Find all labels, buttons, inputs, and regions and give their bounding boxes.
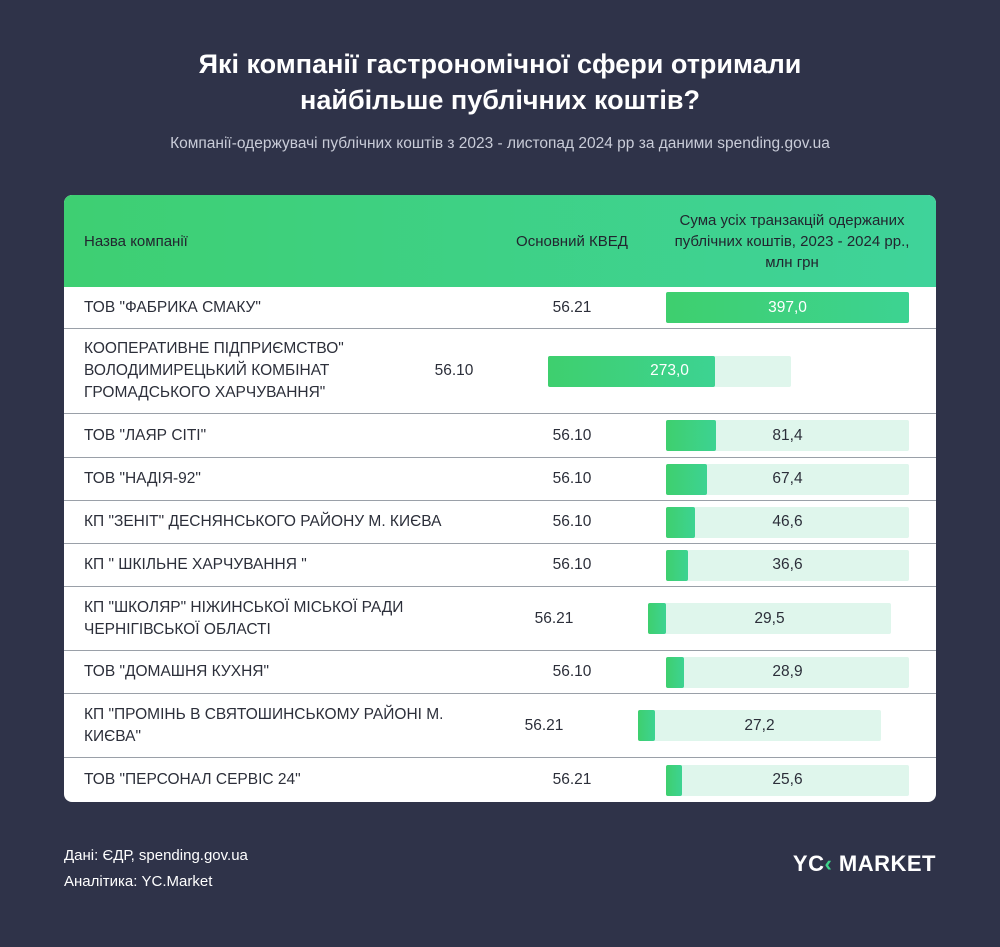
- amount-cell: 29,5: [644, 603, 918, 634]
- table-row: КП " ШКІЛЬНЕ ХАРЧУВАННЯ " 56.10 36,6: [64, 544, 936, 587]
- page-title: Які компанії гастрономічної сфери отрима…: [0, 46, 1000, 118]
- bar: [666, 292, 909, 323]
- amount-cell: 81,4: [662, 420, 936, 451]
- bar-track: 28,9: [666, 656, 909, 688]
- yc-market-logo: YC‹ MARKET: [792, 851, 936, 876]
- bar-value-label: 273,0: [650, 362, 689, 379]
- kved-code: 56.10: [434, 362, 474, 379]
- amount-cell: 27,2: [634, 710, 908, 741]
- bar-track: 81,4: [666, 420, 909, 451]
- bar-track: 29,5: [648, 603, 891, 634]
- company-name: ТОВ "ФАБРИКА СМАКУ": [84, 298, 261, 316]
- bar-value-label: 36,6: [772, 556, 803, 573]
- subtitle: Компанії-одержувачі публічних коштів з 2…: [170, 135, 830, 152]
- bar: [666, 420, 716, 451]
- bar: [666, 549, 689, 581]
- bar-track: 25,6: [666, 764, 909, 796]
- kved-code: 56.10: [552, 663, 592, 680]
- bar-track: 46,6: [666, 506, 909, 538]
- company-name: КП "ПРОМІНЬ В СВЯТОШИНСЬКОМУ РАЙОНІ М. К…: [84, 705, 444, 745]
- title-line-1: Які компанії гастрономічної сфери отрима…: [198, 49, 802, 79]
- company-name: ТОВ "ДОМАШНЯ КУХНЯ": [84, 663, 269, 680]
- table-row: ТОВ "ПЕРСОНАЛ СЕРВІС 24" 56.21 25,6: [64, 758, 936, 802]
- kved-code: 56.21: [534, 609, 574, 627]
- company-name: ТОВ "ЛАЯР СІТІ": [84, 426, 207, 444]
- amount-cell: 397,0: [662, 292, 936, 323]
- amount-cell: 25,6: [662, 764, 936, 796]
- bar-track: 273,0: [548, 355, 791, 387]
- bar-track: 36,6: [666, 549, 909, 581]
- bar-value-label: 397,0: [768, 298, 807, 316]
- header-company: Назва компанії: [84, 232, 188, 250]
- kved-code: 56.10: [552, 470, 592, 487]
- table-row: КП "ЗЕНІТ" ДЕСНЯНСЬКОГО РАЙОНУ М. КИЄВА …: [64, 501, 936, 544]
- amount-cell: 273,0: [544, 355, 818, 387]
- amount-cell: 36,6: [662, 549, 936, 581]
- amount-cell: 46,6: [662, 506, 936, 538]
- table-row: ТОВ "ДОМАШНЯ КУХНЯ" 56.10 28,9: [64, 651, 936, 694]
- kved-code: 56.10: [552, 426, 592, 444]
- kved-code: 56.10: [552, 513, 592, 530]
- kved-code: 56.21: [524, 716, 564, 734]
- company-name: КП "ЗЕНІТ" ДЕСНЯНСЬКОГО РАЙОНУ М. КИЄВА: [84, 513, 442, 530]
- bar-track: 67,4: [666, 463, 909, 495]
- bar-track: 397,0: [666, 292, 909, 323]
- table-row: ТОВ "НАДІЯ-92" 56.10 67,4: [64, 458, 936, 501]
- bar-value-label: 27,2: [744, 716, 775, 734]
- data-table: Назва компанії Основний КВЕД Сума усіх т…: [64, 195, 936, 802]
- bar-value-label: 29,5: [754, 609, 785, 627]
- kved-code: 56.10: [552, 556, 592, 573]
- amount-cell: 28,9: [662, 656, 936, 688]
- table-row: КООПЕРАТИВНЕ ПІДПРИЄМСТВО" ВОЛОДИМИРЕЦЬК…: [64, 329, 936, 414]
- bar: [666, 764, 682, 796]
- header-amount: Сума усіх транзакцій одержаних публічних…: [674, 211, 910, 271]
- bar-track: 27,2: [638, 710, 881, 741]
- table-row: КП "ШКОЛЯР" НІЖИНСЬКОЇ МІСЬКОЇ РАДИ ЧЕРН…: [64, 587, 936, 651]
- bar: [648, 603, 667, 634]
- kved-code: 56.21: [552, 771, 592, 788]
- bar: [666, 656, 684, 688]
- amount-cell: 67,4: [662, 463, 936, 495]
- source-analytics: Аналітика: YC.Market: [64, 873, 213, 890]
- bar-value-label: 28,9: [772, 663, 803, 680]
- source-data: Дані: ЄДР, spending.gov.ua: [64, 847, 248, 864]
- table-row: ТОВ "ЛАЯР СІТІ" 56.10 81,4: [64, 414, 936, 458]
- bar-value-label: 25,6: [772, 771, 803, 788]
- table-row: ТОВ "ФАБРИКА СМАКУ" 56.21 397,0: [64, 287, 936, 329]
- source-note: Дані: ЄДР, spending.gov.ua Аналітика: YC…: [64, 843, 248, 895]
- bar-value-label: 81,4: [772, 426, 803, 444]
- table-body: ТОВ "ФАБРИКА СМАКУ" 56.21 397,0 КООПЕРАТИ…: [64, 287, 936, 802]
- company-name: ТОВ "НАДІЯ-92": [84, 470, 201, 487]
- company-name: КП "ШКОЛЯР" НІЖИНСЬКОЇ МІСЬКОЇ РАДИ ЧЕРН…: [84, 598, 404, 638]
- bar-value-label: 46,6: [772, 513, 803, 530]
- table-row: КП "ПРОМІНЬ В СВЯТОШИНСЬКОМУ РАЙОНІ М. К…: [64, 694, 936, 758]
- header-kved: Основний КВЕД: [516, 232, 628, 250]
- bar-value-label: 67,4: [772, 470, 803, 487]
- table-header: Назва компанії Основний КВЕД Сума усіх т…: [64, 195, 936, 287]
- bar: [548, 355, 716, 387]
- bar: [638, 710, 655, 741]
- company-name: ТОВ "ПЕРСОНАЛ СЕРВІС 24": [84, 771, 301, 788]
- title-line-2: найбільше публічних коштів?: [300, 85, 700, 115]
- company-name: КООПЕРАТИВНЕ ПІДПРИЄМСТВО" ВОЛОДИМИРЕЦЬК…: [84, 340, 344, 401]
- bar: [666, 463, 708, 495]
- bar: [666, 506, 695, 538]
- company-name: КП " ШКІЛЬНЕ ХАРЧУВАННЯ ": [84, 556, 307, 573]
- kved-code: 56.21: [552, 298, 592, 316]
